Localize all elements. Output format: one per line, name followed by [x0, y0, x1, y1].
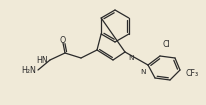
Text: O: O — [60, 35, 66, 45]
Text: Cl: Cl — [162, 40, 170, 49]
Text: CF₃: CF₃ — [185, 68, 198, 77]
Text: N: N — [140, 69, 145, 75]
Text: HN: HN — [36, 56, 48, 64]
Text: N: N — [127, 55, 133, 61]
Text: H₂N: H₂N — [21, 66, 36, 75]
